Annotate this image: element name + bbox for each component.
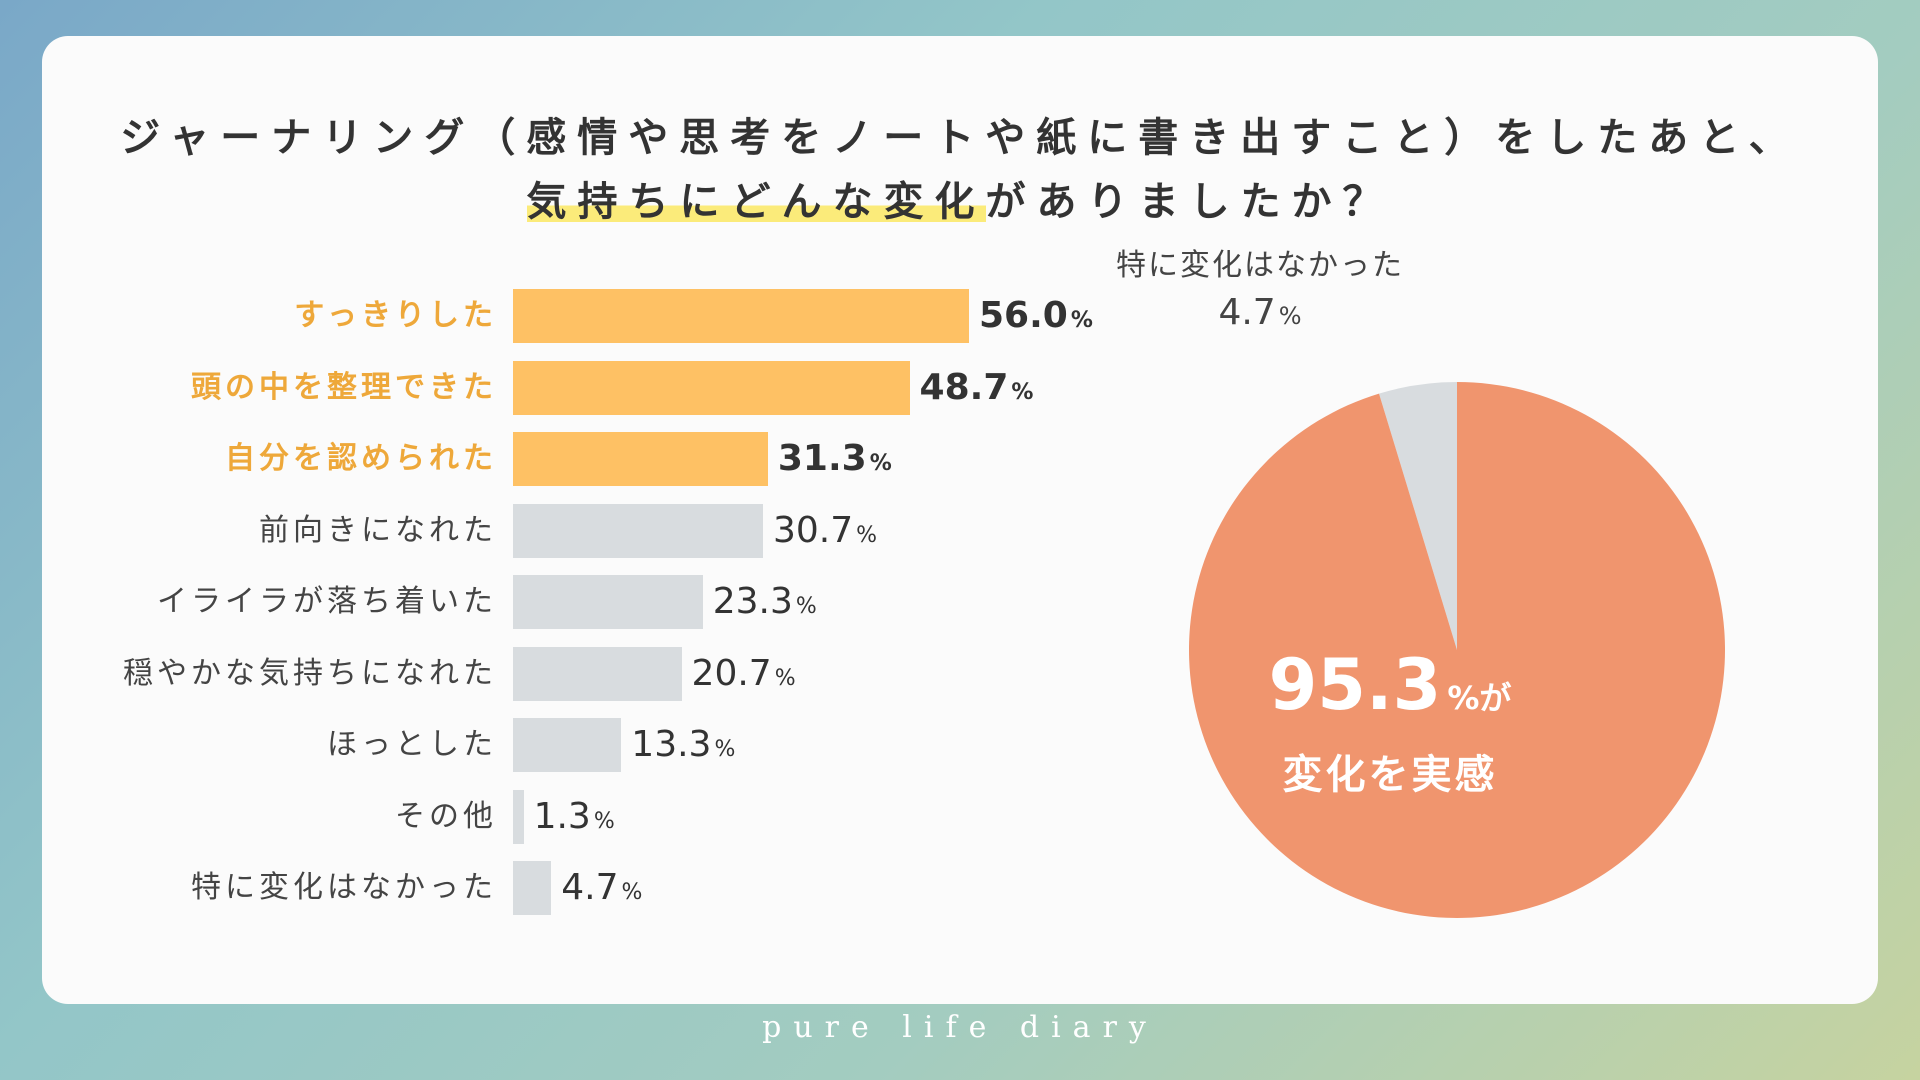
bar-value-label: 23.3%: [712, 581, 817, 622]
bar-value-label: 30.7%: [772, 509, 878, 551]
pie-main-caption: 変化を実感: [1282, 752, 1498, 798]
bar: [513, 432, 768, 486]
bar-value-label: 4.7%: [561, 867, 643, 908]
pie-slice: [1379, 382, 1457, 650]
pie-other-value: 4.7%: [1110, 292, 1410, 333]
title-line-2-rest: がありましたか？: [985, 179, 1394, 225]
bar-value-label: 13.3%: [631, 724, 736, 765]
bar-label: イライラが落ち着いた: [157, 584, 497, 619]
pie-main-value: 95.3 %が: [1210, 650, 1570, 720]
chart-title: ジャーナリング（感情や思考をノートや紙に書き出すこと）をしたあと、 気持ちにどん…: [42, 106, 1878, 234]
title-line-1: ジャーナリング（感情や思考をノートや紙に書き出すこと）をしたあと、: [120, 115, 1800, 161]
bar: [513, 646, 682, 701]
bar: [513, 789, 524, 844]
bar-label: その他: [395, 798, 497, 834]
pie-main-number: 95.3: [1268, 644, 1442, 726]
footer-brand: pure life diary: [762, 1010, 1158, 1045]
bar: [513, 861, 552, 915]
bar-label: 頭の中を整理できた: [191, 369, 497, 405]
bar-label: 穏やかな気持ちになれた: [123, 655, 497, 691]
pie-other-number: 4.7: [1218, 292, 1276, 333]
bar: [513, 360, 910, 415]
bar: [513, 575, 703, 629]
bar: [513, 718, 622, 772]
pie-slice: [1189, 382, 1726, 918]
title-line-2: 気持ちにどんな変化がありましたか？: [42, 170, 1878, 234]
bar-label: すっきりした: [294, 298, 497, 333]
bar-label: 自分を認められた: [225, 441, 497, 476]
title-highlight: 気持ちにどんな変化: [526, 179, 986, 225]
pie-main-suffix: %が: [1447, 679, 1512, 717]
bar-label: ほっとした: [327, 727, 497, 762]
pie-other-percent-sign: %: [1278, 302, 1302, 330]
pie-other-label: 特に変化はなかった: [1116, 248, 1404, 283]
bar-value-label: 1.3%: [533, 795, 615, 837]
bar: [513, 289, 969, 343]
bar-label: 特に変化はなかった: [191, 870, 497, 905]
bar-value-label: 48.7%: [919, 366, 1034, 408]
bar-value-label: 20.7%: [691, 652, 796, 694]
bar-value-label: 56.0%: [979, 295, 1093, 336]
bar-value-label: 31.3%: [777, 438, 892, 479]
bar: [513, 503, 763, 558]
bar-label: 前向きになれた: [259, 512, 497, 548]
